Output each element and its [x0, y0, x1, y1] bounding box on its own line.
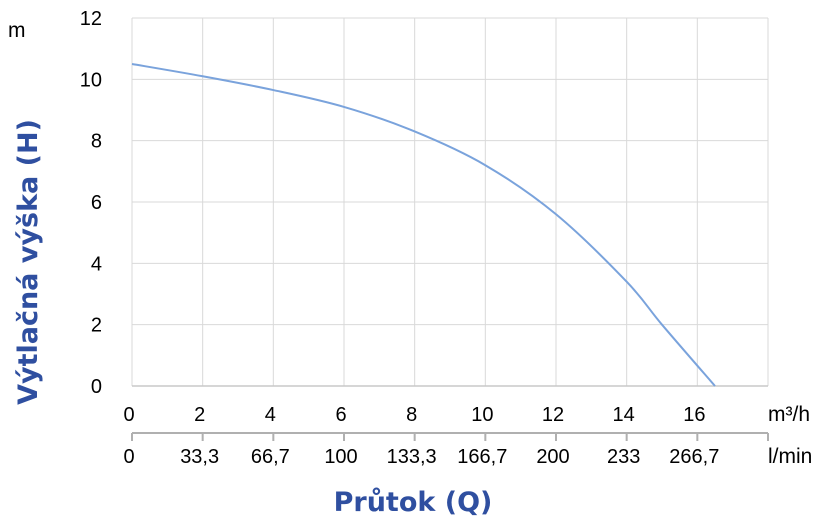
y-tick-label: 8	[91, 131, 102, 153]
y-tick-label: 12	[80, 8, 102, 30]
x2-tick-label: 100	[324, 446, 357, 468]
x2-tick-label: 266,7	[669, 446, 719, 468]
x-unit-secondary: l/min	[768, 445, 812, 468]
x-unit-primary: m³/h	[768, 403, 810, 426]
x-axis-title: Průtok (Q)	[334, 487, 493, 518]
x2-tick-label: 233	[607, 446, 640, 468]
y-tick-label: 6	[91, 192, 102, 214]
series-layer	[131, 63, 716, 387]
series-line	[131, 63, 716, 387]
x-tick-labels: 0 2 4 6 8 10 12 14 16	[123, 404, 705, 426]
x2-tick-label: 66,7	[251, 446, 290, 468]
horizontal-gridlines	[132, 17, 768, 326]
y-tick-label: 2	[91, 315, 102, 337]
x-tick-label: 16	[683, 404, 705, 426]
x2-tick-label: 166,7	[457, 446, 507, 468]
x2-tick-label: 33,3	[180, 446, 219, 468]
y-tick-label: 10	[80, 69, 102, 91]
y-tick-label: 0	[91, 376, 102, 398]
y-axis-title: Výtlačná výška (H)	[13, 119, 44, 405]
y-tick-labels: 0 2 4 6 8 10 12	[80, 8, 102, 398]
x-tick-label: 2	[194, 404, 205, 426]
x-tick-label: 0	[123, 404, 134, 426]
x-tick-label: 8	[406, 404, 417, 426]
x2-tick-label: 133,3	[387, 446, 437, 468]
x2-tick-label: 200	[536, 446, 569, 468]
secondary-x-tick-marks	[131, 433, 769, 441]
x2-tick-label: 0	[123, 446, 134, 468]
y-unit-label: m	[8, 19, 26, 42]
x-tick-label: 6	[335, 404, 346, 426]
x-tick-label: 10	[471, 404, 493, 426]
y-tick-label: 4	[91, 253, 102, 275]
x-tick-label: 14	[613, 404, 635, 426]
x-tick-label: 12	[542, 404, 564, 426]
x-tick-label: 4	[265, 404, 276, 426]
secondary-x-tick-labels: 0 33,3 66,7 100 133,3 166,7 200 233 266,7	[123, 446, 719, 468]
